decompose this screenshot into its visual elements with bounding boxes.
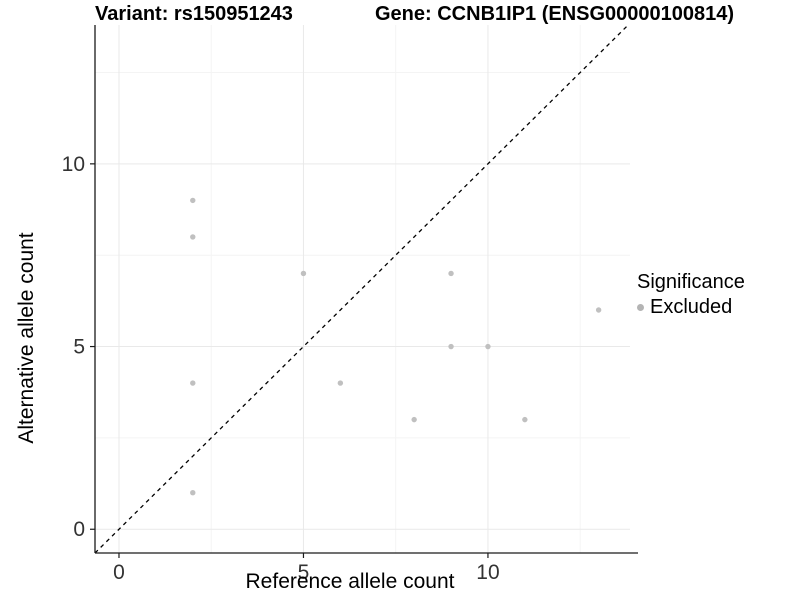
y-tick-label: 5 (73, 336, 85, 359)
legend: Significance Excluded (637, 271, 745, 319)
legend-entry: Excluded (637, 296, 745, 319)
data-point (337, 380, 344, 386)
data-point (300, 270, 307, 277)
data-point (190, 197, 196, 204)
data-point (411, 416, 417, 423)
data-point (448, 270, 454, 277)
identity-line (94, 24, 629, 554)
data-point (522, 416, 528, 423)
data-point (190, 380, 196, 386)
data-point (448, 343, 454, 350)
data-point (190, 490, 196, 496)
x-tick-label: 5 (298, 561, 310, 584)
x-tick-label: 0 (113, 561, 125, 584)
legend-entry-label: Excluded (650, 296, 733, 318)
y-tick-label: 10 (62, 153, 85, 176)
y-axis-label: Alternative allele count (15, 232, 38, 444)
gene-title: Gene: CCNB1IP1 (ENSG00000100814) (375, 3, 735, 25)
legend-title: Significance (637, 271, 745, 293)
x-tick-label: 10 (476, 561, 499, 584)
data-point (485, 343, 491, 350)
excluded-point-icon (637, 304, 644, 311)
variant-title: Variant: rs150951243 (95, 3, 293, 25)
x-axis-label: Reference allele count (245, 570, 455, 593)
data-point (190, 234, 196, 240)
data-point (595, 307, 602, 313)
y-tick-label: 0 (73, 518, 85, 541)
